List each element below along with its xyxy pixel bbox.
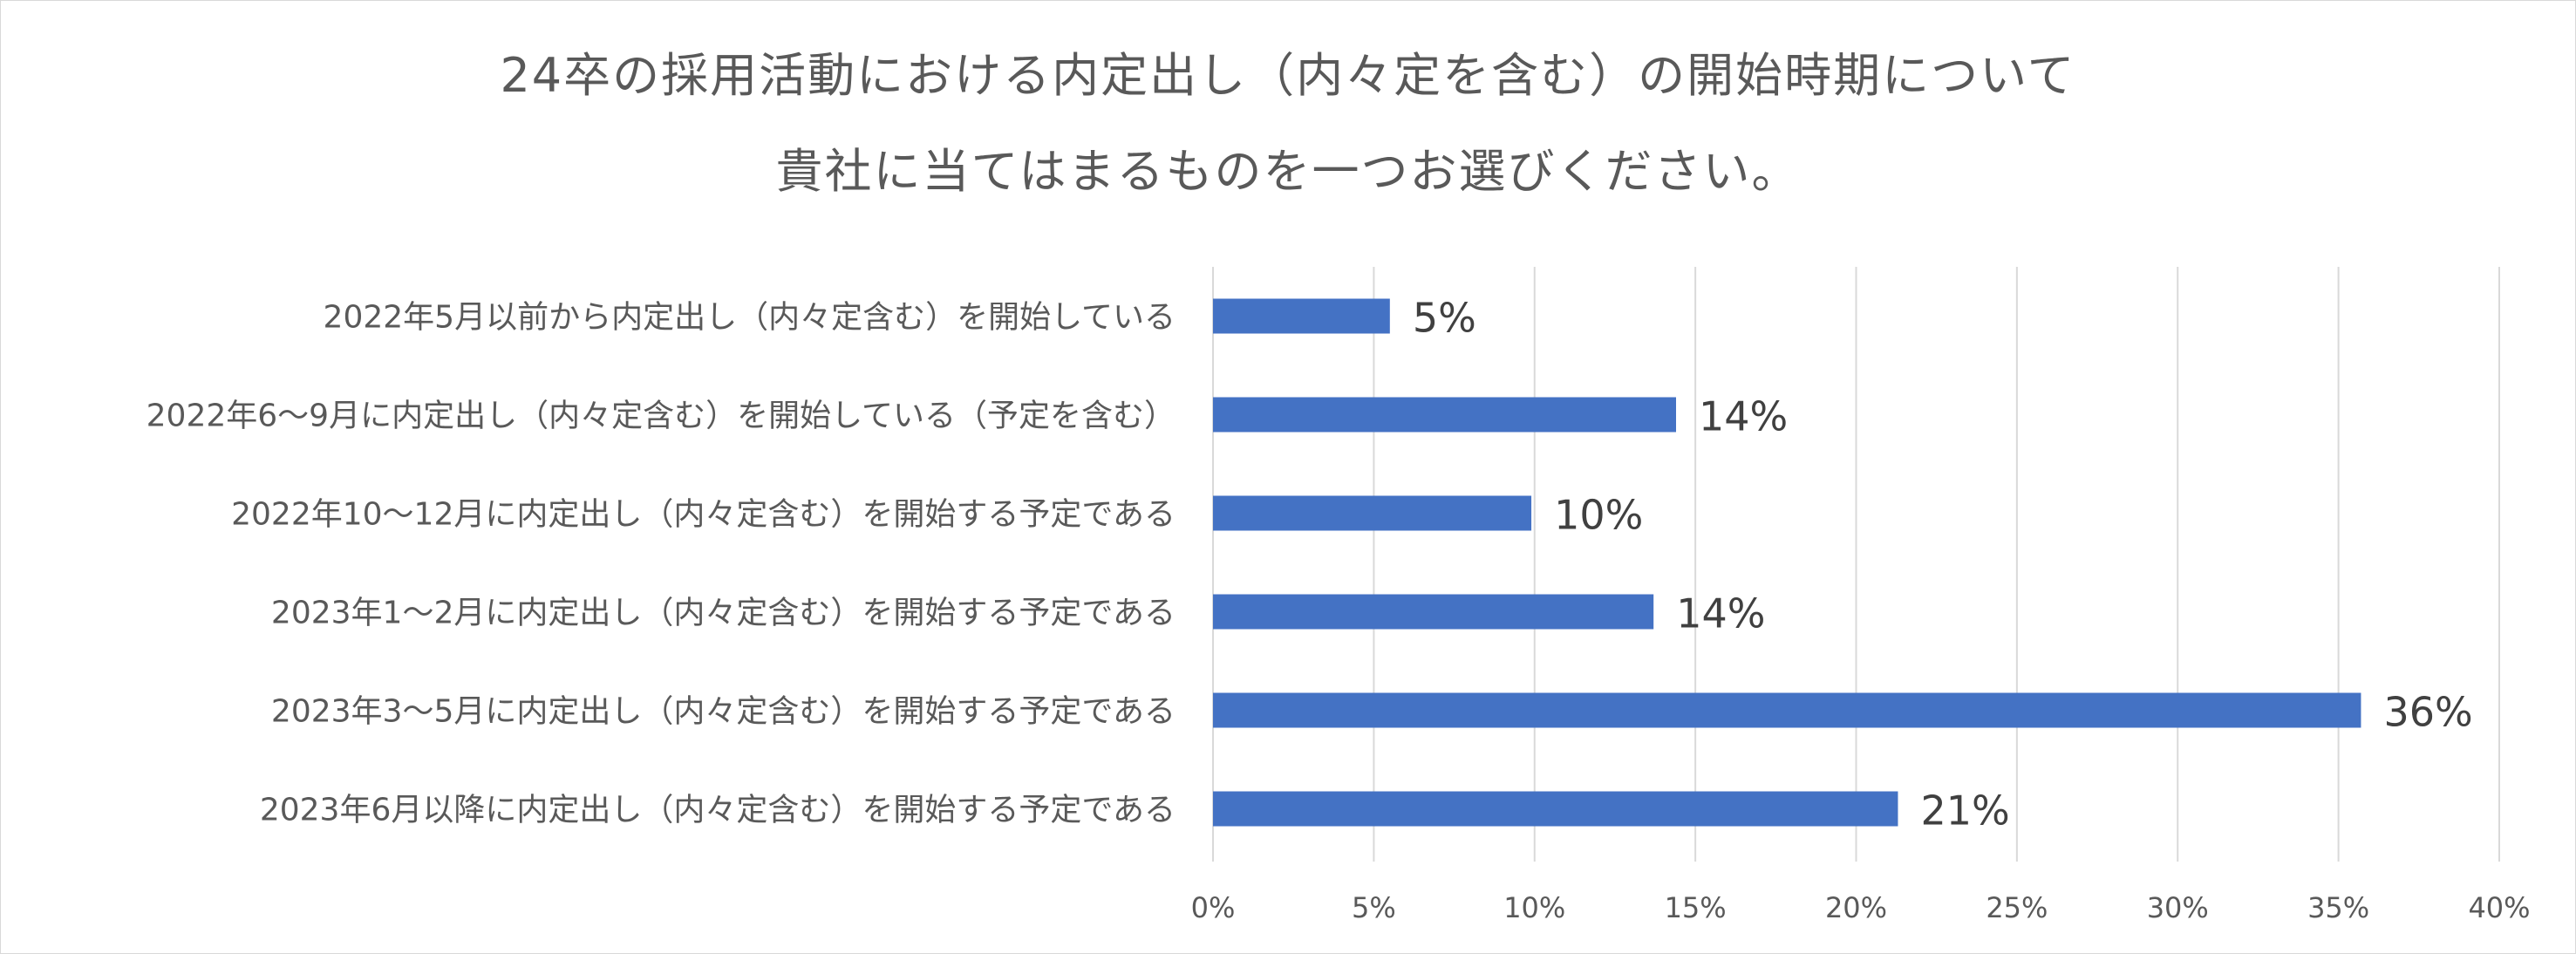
data-label: 14% — [1676, 590, 1765, 637]
bar — [1213, 397, 1676, 433]
category-label: 2022年6～9月に内定出し（内々定含む）を開始している（予定を含む） — [147, 399, 1176, 434]
bar — [1213, 298, 1390, 334]
category-label: 2022年5月以前から内定出し（内々定含む）を開始している — [324, 300, 1176, 336]
category-label: 2023年1～2月に内定出し（内々定含む）を開始する予定である — [271, 596, 1176, 631]
x-tick-label: 35% — [2307, 891, 2369, 924]
data-label: 10% — [1554, 492, 1643, 539]
x-tick-label: 10% — [1503, 891, 1565, 924]
x-tick-label: 25% — [1986, 891, 2048, 924]
data-label: 14% — [1699, 393, 1788, 440]
bar — [1213, 791, 1898, 827]
data-label: 36% — [2383, 689, 2472, 736]
x-tick-label: 30% — [2147, 891, 2209, 924]
x-tick-label: 15% — [1665, 891, 1727, 924]
category-label: 2022年10～12月に内定出し（内々定含む）を開始する予定である — [231, 497, 1176, 533]
chart-title-line-1: 24卒の採用活動における内定出し（内々定を含む）の開始時期について — [500, 48, 2076, 103]
data-label: 21% — [1920, 787, 2009, 835]
x-tick-label: 5% — [1352, 891, 1396, 924]
bar — [1213, 594, 1654, 630]
x-tick-label: 40% — [2468, 891, 2530, 924]
data-label: 5% — [1413, 295, 1476, 342]
x-tick-label: 20% — [1825, 891, 1887, 924]
chart-title-line-2: 貴社に当てはまるものを一つお選びください。 — [775, 144, 1801, 199]
bar — [1213, 692, 2361, 728]
bar — [1213, 495, 1532, 531]
category-label: 2023年6月以降に内定出し（内々定含む）を開始する予定である — [260, 793, 1176, 828]
category-label: 2023年3～5月に内定出し（内々定含む）を開始する予定である — [271, 694, 1176, 730]
x-tick-label: 0% — [1191, 891, 1236, 924]
